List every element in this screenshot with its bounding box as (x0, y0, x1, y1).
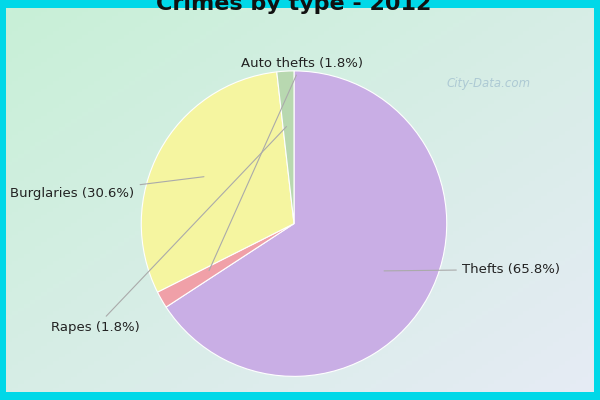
Wedge shape (157, 224, 294, 307)
Text: Burglaries (30.6%): Burglaries (30.6%) (10, 177, 204, 200)
Text: Rapes (1.8%): Rapes (1.8%) (51, 126, 286, 334)
Text: Thefts (65.8%): Thefts (65.8%) (384, 263, 560, 276)
Wedge shape (141, 72, 294, 292)
Wedge shape (277, 71, 294, 224)
Text: City-Data.com: City-Data.com (446, 77, 531, 90)
Wedge shape (166, 71, 447, 376)
Title: Crimes by type - 2012: Crimes by type - 2012 (157, 0, 431, 14)
Text: Auto thefts (1.8%): Auto thefts (1.8%) (209, 57, 362, 270)
